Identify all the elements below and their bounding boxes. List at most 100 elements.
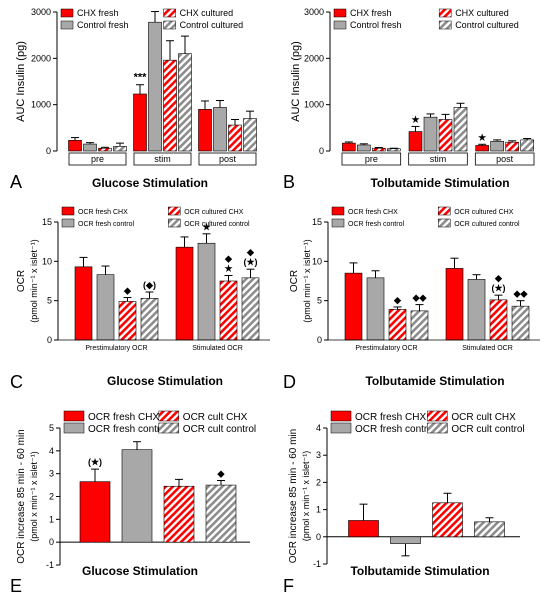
bar: [98, 147, 112, 152]
legend-label: OCR fresh CHX: [78, 209, 128, 216]
significance-marker: ◆: [393, 295, 402, 305]
y-tick-label: 2: [49, 492, 54, 502]
y-axis-label: AUC Insulin (pg): [290, 41, 302, 122]
bar: [408, 131, 423, 152]
legend-swatch: [163, 20, 176, 30]
bar: [68, 140, 82, 152]
bar: [366, 277, 385, 341]
legend-label: OCR fresh control: [355, 424, 435, 435]
bar: [118, 301, 137, 341]
bar: [390, 536, 421, 544]
y-tick-label: 5: [47, 296, 52, 306]
bar: [388, 309, 407, 341]
significance-marker: (★): [243, 257, 257, 267]
significance-marker: ◆: [123, 286, 132, 296]
legend-label: OCR cult CHX: [183, 412, 248, 423]
y-tick-label: -1: [313, 559, 321, 569]
legend-swatch: [63, 410, 85, 422]
y-tick-label: 15: [42, 217, 52, 227]
legend-swatch: [158, 422, 180, 434]
bar: [489, 299, 508, 341]
legend-label: OCR cultured control: [184, 221, 250, 228]
bar: [113, 146, 127, 152]
legend-label: Control fresh: [77, 20, 129, 30]
bar: [348, 520, 379, 538]
legend-label: CHX fresh: [350, 8, 392, 18]
y-tick-label: 0: [46, 146, 51, 156]
significance-marker: ◆◆: [412, 293, 428, 303]
legend-swatch: [330, 422, 352, 434]
bar: [163, 485, 195, 543]
bar: [410, 310, 429, 341]
legend-label: OCR cultured CHX: [454, 209, 513, 216]
bar: [357, 144, 371, 152]
legend-swatch: [330, 410, 352, 422]
category-label: stim: [154, 154, 171, 164]
y-axis-label-line2: (pmol x min⁻¹ x islet⁻¹): [301, 451, 311, 542]
legend-swatch: [437, 206, 451, 216]
legend-label: CHX fresh: [77, 8, 119, 18]
y-tick-label: 5: [317, 296, 322, 306]
y-tick-label: 3000: [31, 7, 51, 17]
legend-label: Control cultured: [180, 20, 244, 30]
legend-label: OCR fresh CHX: [348, 209, 398, 216]
legend-swatch: [333, 20, 347, 30]
legend-swatch: [163, 8, 176, 18]
significance-marker: ◆: [494, 273, 503, 283]
legend-swatch: [61, 218, 75, 228]
bar: [197, 242, 216, 341]
bar: [241, 277, 260, 341]
y-axis-label-line2: (pmol x min⁻¹ x islet⁻¹): [29, 451, 39, 542]
bar: [453, 107, 468, 152]
legend-swatch: [61, 206, 75, 216]
bar: [121, 449, 153, 543]
bar: [79, 481, 111, 543]
bar: [228, 124, 242, 152]
y-tick-label: 0: [317, 335, 322, 345]
category-box: [408, 152, 468, 166]
legend-swatch: [438, 20, 452, 30]
bar: [213, 107, 227, 152]
significance-marker: ◆: [246, 247, 255, 257]
legend-label: OCR cult control: [183, 424, 256, 435]
bar: [344, 272, 363, 341]
bar: [148, 21, 162, 152]
bar: [219, 280, 238, 341]
y-tick-label: 3: [316, 450, 321, 460]
bar: [140, 298, 159, 341]
y-tick-label: 3000: [304, 7, 324, 17]
significance-marker: ★: [411, 114, 420, 124]
significance-marker: ◆: [217, 469, 226, 479]
bar: [467, 279, 486, 341]
bar: [423, 116, 438, 152]
panel-letter: B: [283, 172, 295, 192]
legend-swatch: [167, 218, 181, 228]
legend-swatch: [427, 422, 448, 434]
legend-swatch: [331, 206, 345, 216]
legend-label: Control cultured: [455, 20, 519, 30]
legend-label: OCR fresh control: [78, 221, 134, 228]
category-label: post: [496, 154, 514, 164]
significance-marker: ★: [478, 132, 487, 142]
legend-swatch: [427, 410, 448, 422]
bar: [96, 274, 115, 341]
category-label: Stimulated OCR: [462, 345, 513, 352]
legend-label: OCR fresh control: [348, 221, 404, 228]
category-label: stim: [430, 154, 447, 164]
legend-swatch: [63, 422, 85, 434]
significance-marker: ◆◆: [513, 289, 529, 299]
y-tick-label: 0: [316, 532, 321, 542]
bar: [175, 246, 194, 341]
significance-marker: ★: [202, 222, 211, 232]
y-tick-label: 10: [312, 256, 322, 266]
bar: [445, 268, 464, 341]
chart-panel-A: 0 1000 2000 3000 AUC Insulin (pg) pre stim post…: [10, 7, 257, 192]
legend-label: OCR cult CHX: [451, 412, 516, 423]
y-tick-label: 15: [312, 217, 322, 227]
y-tick-label: 2000: [304, 53, 324, 63]
y-tick-label: 3: [49, 469, 54, 479]
bar: [511, 305, 530, 341]
bar: [372, 147, 386, 152]
category-label: Prestimulatory OCR: [355, 345, 417, 352]
x-axis-title: Glucose Stimulation: [92, 176, 208, 190]
